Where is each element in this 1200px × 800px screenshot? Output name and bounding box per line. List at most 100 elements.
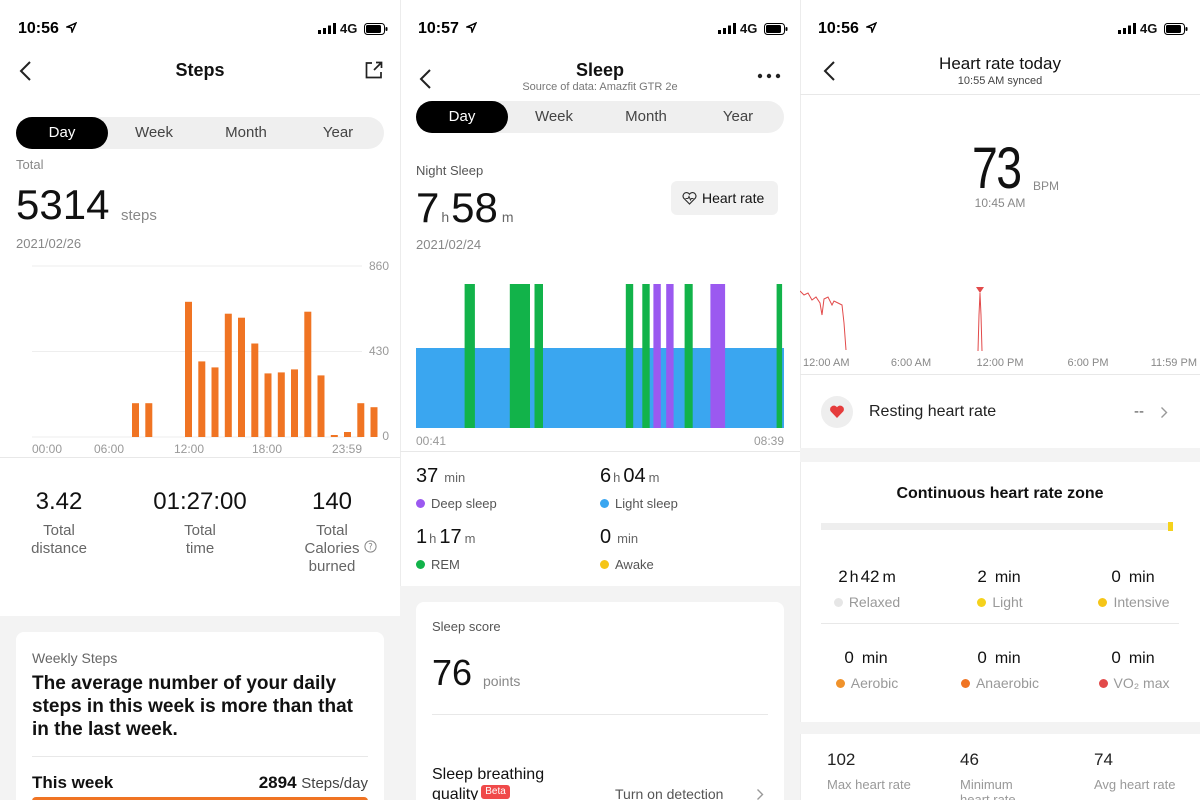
min-heart-rate-stat: 46 Minimum heart rate [960,750,1030,800]
tab-week[interactable]: Week [534,108,574,125]
deep-sleep-segment [653,284,661,428]
status-time: 10:57 [418,20,459,37]
x-tick-label: 6:00 PM [1068,357,1109,369]
info-icon[interactable]: ? [364,540,377,553]
zone-value-2: 42 [860,567,880,586]
step-bar [224,313,232,437]
sleep-score-unit: points [483,673,521,689]
sleep-hours: 7 [416,184,440,231]
signal-icon [318,23,336,34]
distance-label: Total distance [31,522,87,557]
resting-heart-rate-row[interactable]: Resting heart rate -- [800,376,1200,448]
avg-heart-rate-label: Avg heart rate [1094,777,1176,792]
step-bar [132,403,139,437]
network-label: 4G [740,21,758,36]
heart-rate-line [800,290,847,351]
zone-relaxed: 2 h 42 m Relaxed [807,567,927,610]
zone-dot [960,678,970,688]
zone-label: Anaerobic [975,675,1040,691]
this-week-bar [32,797,368,800]
step-bar [251,343,259,437]
rem-sleep-segment [509,284,530,428]
back-chevron-icon[interactable] [18,60,32,82]
back-chevron-icon[interactable] [822,60,836,82]
synced-status: 10:55 AM synced [957,75,1043,87]
sleep-stats: 37 min Deep sleep 6 h 04 m Light sleep 1 h 17 m REM 0… [400,460,800,580]
tab-year[interactable]: Year [322,124,354,141]
zone-unit: min [1128,650,1155,667]
deep-sleep-segment [710,284,726,428]
heart-rate-button[interactable]: Heart rate [671,181,778,215]
network-label: 4G [340,21,358,36]
bpm-time: 10:45 AM [974,196,1026,210]
zone-title: Continuous heart rate zone [896,485,1104,502]
step-bar [291,369,298,437]
current-marker-icon [976,287,984,293]
more-icon[interactable] [757,72,781,80]
beta-badge: Beta [481,784,510,799]
status-time: 10:56 [818,20,859,37]
share-icon[interactable] [364,60,384,80]
zone-unit: min [861,650,888,667]
stat-value-2: 04 [623,465,646,487]
zone-label: Relaxed [848,594,901,610]
max-heart-rate-label: Max heart rate [827,777,911,792]
breathing-quality-label: Sleep breathing quality Beta [432,765,544,800]
turn-on-detection-link[interactable]: Turn on detection [615,786,724,800]
step-bar [357,403,365,437]
step-bar [198,361,206,437]
y-tick-label: 0 [382,429,389,443]
x-tick-label: 12:00 PM [976,357,1023,369]
stat-value: 37 [416,465,439,487]
zone-value: 0 [977,648,987,667]
sleep-stat-light-sleep: 6 h 04 m Light sleep [600,465,678,511]
rem-sleep-segment [625,284,634,428]
y-tick-label: 860 [369,259,389,273]
zone-progress-marker [1168,522,1173,531]
weekly-steps-card[interactable]: Weekly Steps The average number of your … [16,632,384,800]
step-bar [264,373,272,437]
tab-week[interactable]: Week [134,124,174,141]
sleep-stage-chart: 00:41 08:39 [416,284,784,448]
calories-label: Total Calories burned [304,522,360,575]
signal-icon [718,23,736,34]
sleep-score-card[interactable]: Sleep score 76 points Sleep breathing qu… [416,602,784,800]
tab-month[interactable]: Month [225,124,267,141]
zone-value: 2 [838,567,848,586]
stat-value: 0 [600,526,612,548]
zone-value: 0 [844,648,854,667]
heart-icon-bg [821,396,853,428]
location-arrow-icon [466,22,477,33]
zone-label: VO₂ max [1113,675,1170,691]
tab-year[interactable]: Year [722,108,754,125]
stat-value: 6 [600,465,612,487]
status-bar: 10:56 4G [0,0,400,48]
chevron-right-icon[interactable] [756,788,764,800]
tab-day[interactable]: Day [416,101,508,133]
heart-rate-line-chart: 12:00 AM 6:00 AM 12:00 PM 6:00 PM 11:59 PM [800,287,1197,369]
y-tick-label: 430 [369,344,389,358]
this-week-label: This week [32,773,114,792]
zone-dot [1098,678,1108,688]
chevron-right-icon[interactable] [1160,406,1168,419]
tab-day[interactable]: Day [16,117,108,149]
step-bar [185,301,192,437]
weekly-label: Weekly Steps [32,650,118,666]
heart-icon [830,405,844,418]
rem-sleep-segment [776,284,783,428]
sleep-date: 2021/02/24 [416,237,482,252]
zone-unit: min [1128,569,1155,586]
tab-month[interactable]: Month [625,108,667,125]
step-bar [317,375,325,437]
status-bar: 10:57 4G [400,0,800,48]
stat-unit: min [444,470,466,485]
total-label: Total [16,157,44,172]
x-tick-label: 00:41 [416,434,446,448]
zone-dot [1098,597,1108,607]
step-bar [145,403,153,437]
back-chevron-icon[interactable] [418,68,432,90]
stat-unit: min [617,531,639,546]
step-bar [277,372,285,437]
period-tabs: Day Week Month Year [16,117,384,149]
step-bar [238,317,245,437]
